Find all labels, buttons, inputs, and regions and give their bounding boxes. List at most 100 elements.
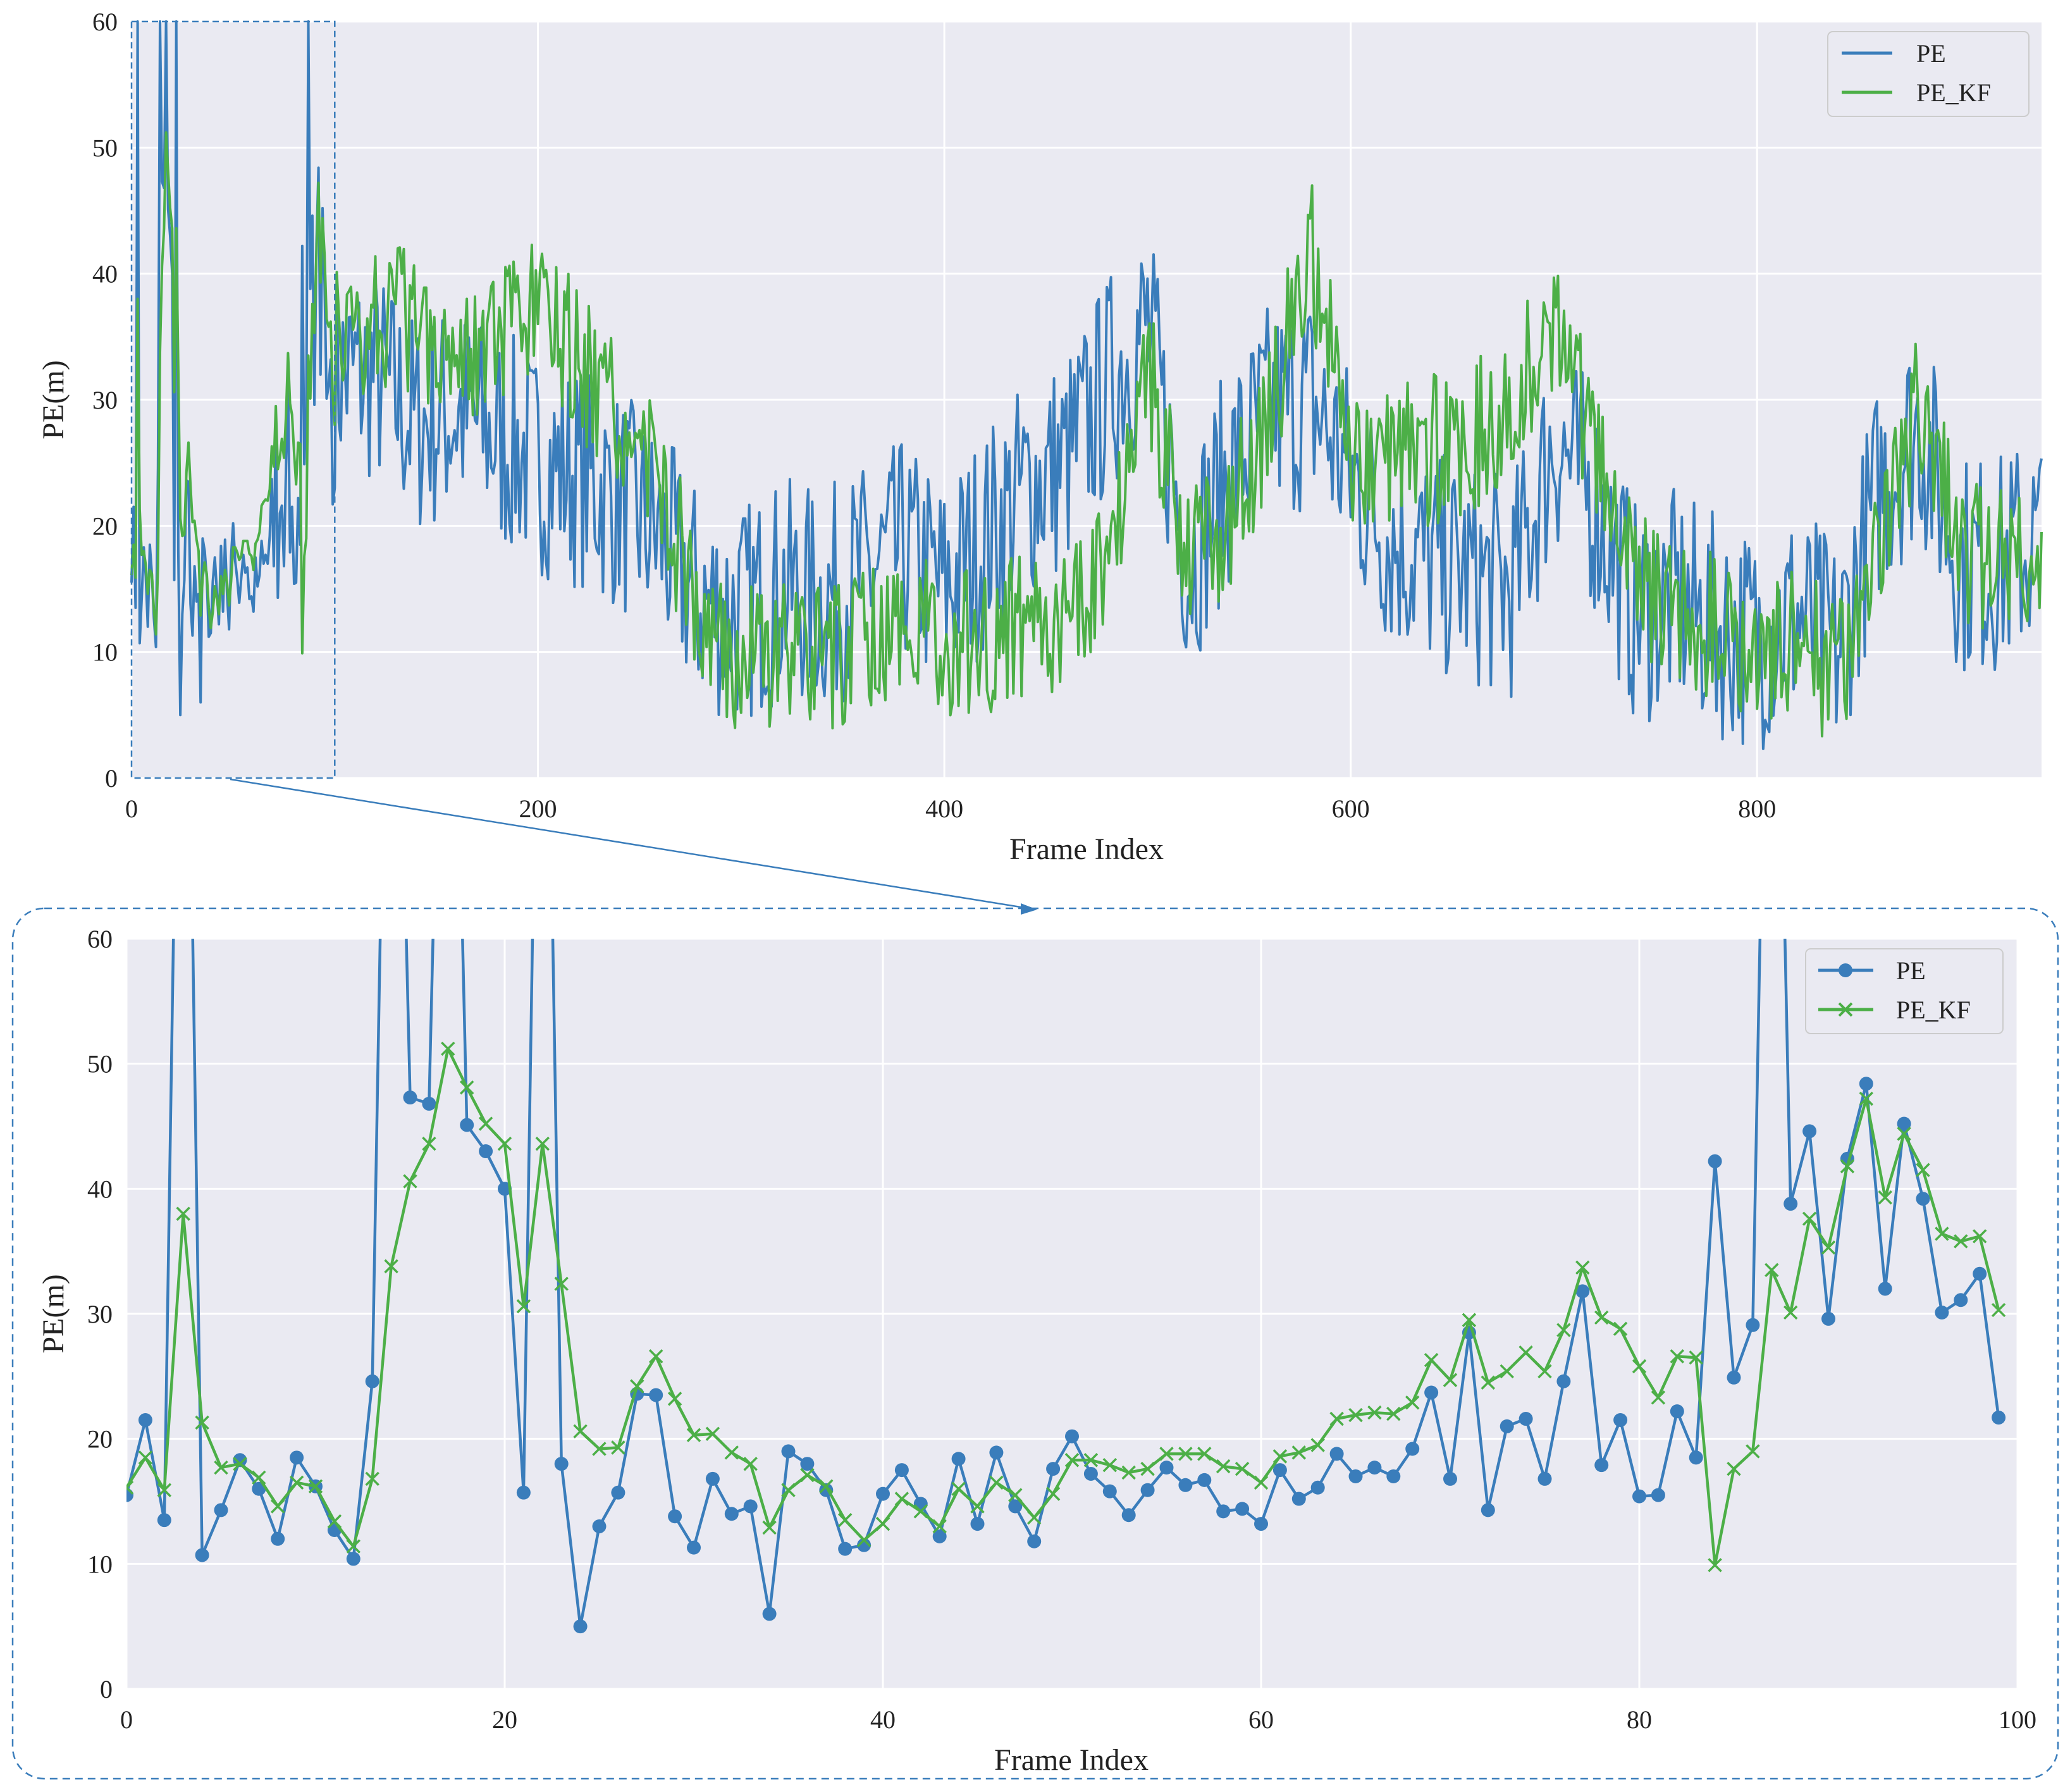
bottom-pe-kf-point: [1310, 1438, 1325, 1452]
bottom-pe-kf-point: [176, 1206, 190, 1221]
bottom-pe-point: [1481, 1503, 1495, 1517]
top-y-tick-label: 30: [92, 386, 118, 414]
bottom-y-tick-labels: 0 10 20 30 40 50 60: [87, 925, 113, 1703]
bottom-pe-kf-point: [1083, 1453, 1099, 1468]
bottom-pe-point: [1954, 1293, 1968, 1307]
bottom-pe-kf-point: [1746, 1444, 1760, 1459]
bottom-pe-kf-point: [1348, 1407, 1363, 1423]
bottom-pe-kf-point: [932, 1519, 947, 1534]
bottom-x-tick-label: 60: [1248, 1705, 1274, 1734]
bottom-pe-point: [649, 1388, 663, 1402]
bottom-y-tick-label: 50: [87, 1050, 113, 1078]
bottom-pe-point: [1159, 1461, 1174, 1475]
bottom-pe-kf-point: [1954, 1234, 1968, 1249]
bottom-pe-kf-point: [1519, 1345, 1533, 1360]
bottom-pe-point: [1594, 1458, 1609, 1473]
bottom-pe-kf-point: [516, 1299, 531, 1314]
bottom-pe-kf-point: [422, 1136, 436, 1151]
bottom-pe-point: [138, 1413, 152, 1428]
bottom-pe-point: [1556, 1374, 1571, 1388]
bottom-pe-kf-point: [686, 1428, 701, 1442]
bottom-pe-point: [1254, 1517, 1268, 1531]
bottom-pe-kf-point: [1291, 1445, 1307, 1460]
bottom-pe-kf-point: [1045, 1486, 1061, 1501]
bottom-pe-point: [1821, 1311, 1835, 1326]
bottom-pe-kf-point: [648, 1349, 663, 1364]
bottom-pe-kf-point: [1537, 1364, 1552, 1379]
bottom-pe-kf-point: [1632, 1359, 1647, 1374]
bottom-pe-kf-point: [1575, 1260, 1590, 1275]
bottom-pe-point: [838, 1542, 853, 1556]
bottom-pe-kf-point: [459, 1080, 474, 1095]
bottom-pe-kf-point: [1178, 1447, 1193, 1461]
top-legend-pe-kf-label: PE_KF: [1916, 78, 1991, 107]
bottom-pe-point: [1424, 1385, 1439, 1400]
top-legend-pe-label: PE: [1916, 39, 1946, 68]
bottom-pe-point: [1386, 1469, 1401, 1483]
bottom-pe-point: [346, 1552, 360, 1566]
bottom-pe-kf-point: [1008, 1488, 1023, 1502]
bottom-pe-kf-point: [1878, 1190, 1892, 1205]
bottom-pe-kf-point: [138, 1450, 153, 1465]
bottom-pe-kf-point: [270, 1499, 285, 1514]
bottom-legend-pe-kf-marker: [1838, 1002, 1853, 1017]
bottom-pe-point: [1235, 1502, 1250, 1516]
bottom-pe-point: [1897, 1116, 1911, 1131]
bottom-y-tick-label: 20: [87, 1425, 113, 1454]
bottom-pe-point: [1784, 1197, 1798, 1211]
bottom-pe-kf-point: [1765, 1263, 1779, 1278]
bottom-pe-point: [554, 1457, 569, 1471]
top-legend: PE PE_KF: [1827, 31, 2030, 117]
bottom-pe-kf-point: [1367, 1405, 1382, 1420]
bottom-pe-point: [611, 1485, 625, 1500]
bottom-pe-kf-point: [875, 1516, 890, 1531]
bottom-pe-kf-point: [951, 1481, 966, 1496]
bottom-pe-kf-point: [1272, 1449, 1288, 1464]
bottom-pe-point: [422, 1096, 436, 1111]
bottom-pe-point: [1102, 1484, 1117, 1498]
bottom-pe-kf-point: [1443, 1373, 1458, 1387]
zoom-connector-line: [230, 778, 1029, 910]
bottom-pe-kf-point: [1670, 1349, 1685, 1364]
bottom-pe-point: [1140, 1483, 1155, 1497]
bottom-pe-point: [705, 1471, 720, 1486]
bottom-pe-kf-point: [705, 1426, 720, 1441]
bottom-pe-kf-point: [1462, 1313, 1477, 1328]
bottom-pe-point: [1008, 1499, 1023, 1514]
top-y-tick-label: 10: [92, 638, 118, 667]
top-x-tick-label: 200: [519, 794, 557, 823]
bottom-pe-kf-point: [1386, 1406, 1401, 1421]
bottom-pe-kf-point: [1481, 1375, 1496, 1390]
bottom-pe-kf-point: [1727, 1461, 1741, 1476]
bottom-pe-point: [1216, 1504, 1231, 1519]
top-x-tick-label: 800: [1738, 794, 1776, 823]
bottom-pe-point: [1802, 1124, 1817, 1139]
bottom-pe-point: [800, 1457, 815, 1471]
bottom-y-tick-label: 60: [87, 925, 113, 953]
bottom-pe-kf-point: [365, 1471, 379, 1486]
bottom-pe-kf-point: [157, 1483, 172, 1497]
bottom-x-axis-label: Frame Index: [994, 1743, 1149, 1777]
bottom-pe-kf-point: [1594, 1310, 1609, 1325]
bottom-pe-point: [781, 1444, 796, 1459]
top-y-tick-label: 0: [105, 764, 118, 793]
bottom-pe-kf-point: [1329, 1411, 1344, 1426]
bottom-pe-point: [1632, 1489, 1646, 1504]
bottom-pe-kf-point: [1708, 1558, 1722, 1573]
bottom-pe-point: [1537, 1471, 1552, 1486]
bottom-pe-kf-point: [327, 1514, 342, 1529]
bottom-pe-point: [1708, 1154, 1722, 1168]
bottom-pe-kf-point: [535, 1136, 550, 1151]
top-y-tick-label: 20: [92, 512, 118, 540]
bottom-legend-pe-label: PE: [1896, 956, 1926, 985]
bottom-pe-kf-point: [478, 1116, 493, 1131]
bottom-pe-point: [1272, 1463, 1287, 1478]
top-y-tick-labels: 0 10 20 30 40 50 60: [92, 8, 118, 793]
bottom-pe-point: [1405, 1442, 1420, 1456]
bottom-pe-point: [1575, 1284, 1590, 1299]
bottom-pe-kf-point: [233, 1456, 247, 1471]
bottom-pe-point: [1178, 1478, 1193, 1492]
bottom-pe-point: [970, 1517, 985, 1531]
bottom-pe-kf-point: [1216, 1459, 1231, 1474]
bottom-pe-point: [1689, 1450, 1703, 1465]
